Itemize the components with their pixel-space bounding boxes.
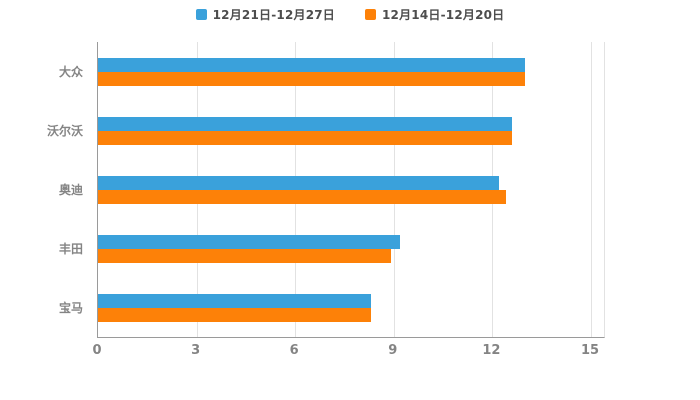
category-row (98, 101, 604, 160)
bar-series1[interactable] (98, 116, 513, 131)
plot-area (97, 42, 605, 338)
legend-swatch (365, 9, 376, 20)
x-tick-label: 15 (580, 343, 600, 358)
legend-item[interactable]: 12月14日-12月20日 (365, 6, 504, 23)
bar-series2[interactable] (98, 307, 371, 322)
gridline (591, 42, 592, 337)
y-axis-label: 奥迪 (58, 182, 83, 197)
x-tick-label: 6 (289, 343, 299, 358)
legend-label: 12月14日-12月20日 (382, 8, 505, 22)
legend-label: 12月21日-12月27日 (212, 8, 335, 22)
y-axis-labels: 大众沃尔沃奥迪丰田宝马 (0, 42, 90, 337)
x-tick-label: 0 (92, 343, 102, 358)
bar-series1[interactable] (98, 234, 401, 249)
bar-series1[interactable] (98, 175, 499, 190)
bar-series2[interactable] (98, 248, 391, 263)
category-row (98, 219, 604, 278)
bar-series2[interactable] (98, 189, 506, 204)
legend: 12月21日-12月27日 12月14日-12月20日 (0, 6, 700, 23)
y-axis-label: 沃尔沃 (46, 123, 83, 138)
category-row (98, 42, 604, 101)
x-tick-label: 3 (191, 343, 201, 358)
y-axis-label: 大众 (58, 64, 83, 79)
bar-series2[interactable] (98, 130, 513, 145)
category-row (98, 160, 604, 219)
x-tick-label: 9 (388, 343, 398, 358)
category-row (98, 278, 604, 337)
y-axis-label: 宝马 (58, 300, 83, 315)
legend-swatch (195, 9, 207, 20)
x-tick-label: 12 (482, 343, 501, 358)
legend-item[interactable]: 12月21日-12月27日 (195, 6, 335, 23)
bar-series2[interactable] (98, 71, 526, 86)
y-axis-label: 丰田 (58, 241, 83, 256)
x-axis-ticks: 0 3 6 9 12 15 (92, 338, 603, 358)
bar-series1[interactable] (98, 293, 371, 308)
bar-series1[interactable] (98, 57, 526, 72)
